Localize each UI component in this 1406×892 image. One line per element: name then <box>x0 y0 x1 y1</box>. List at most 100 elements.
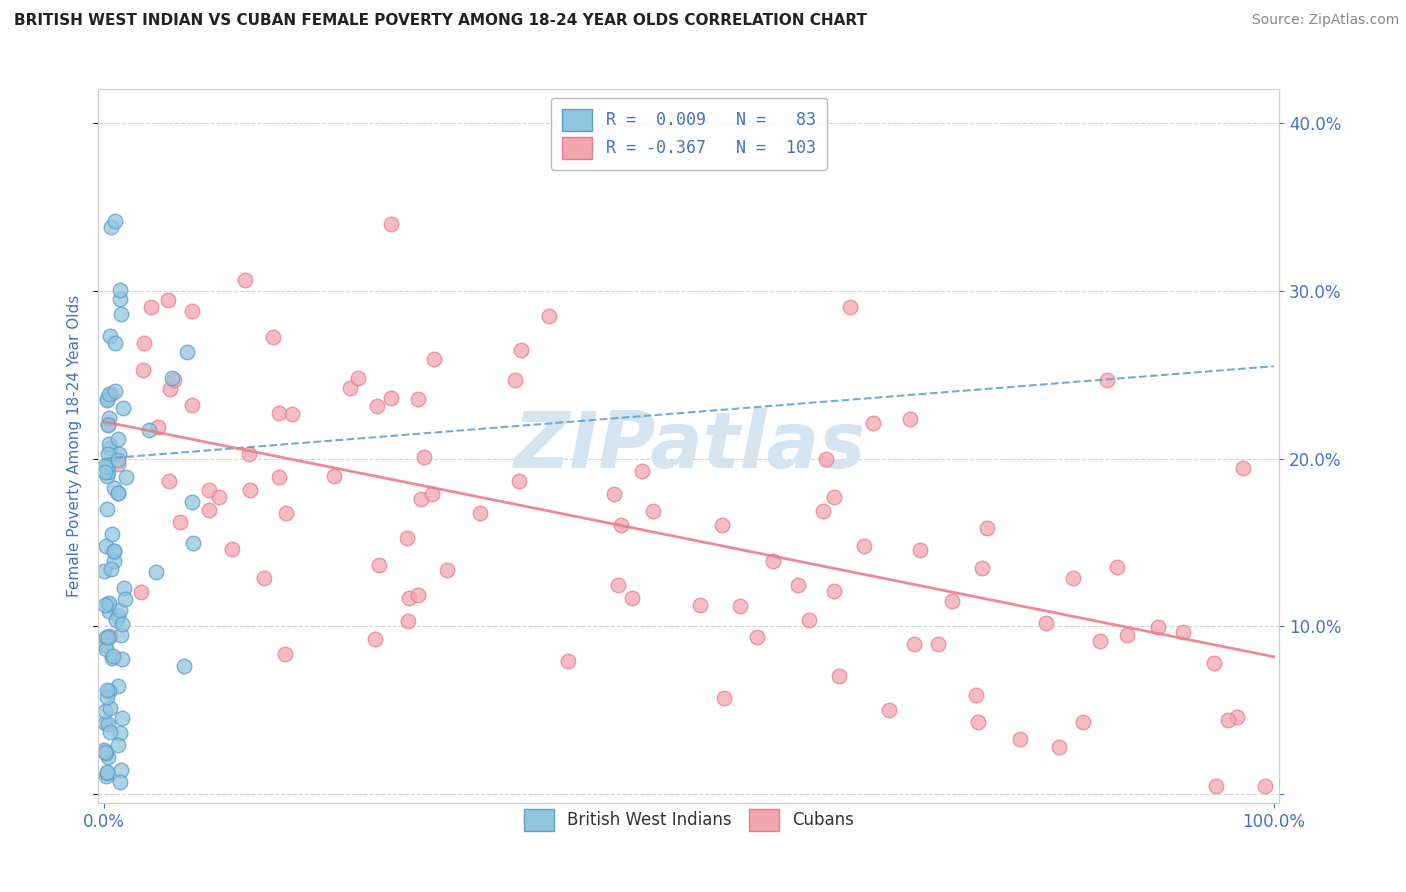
Point <box>509 343 531 358</box>
Point <box>366 399 388 413</box>
Point <box>98 387 121 401</box>
Point <box>156 293 179 307</box>
Point <box>1202 656 1225 670</box>
Point <box>100 700 122 714</box>
Point <box>104 384 127 399</box>
Point <box>181 303 204 318</box>
Point <box>423 352 446 367</box>
Point <box>94 465 117 479</box>
Point <box>146 419 169 434</box>
Point <box>104 213 127 227</box>
Point <box>96 392 118 406</box>
Point <box>94 458 117 473</box>
Point <box>181 536 204 550</box>
Point <box>98 442 121 456</box>
Point <box>107 680 129 694</box>
Point <box>903 637 925 651</box>
Point <box>630 464 652 478</box>
Point <box>537 309 560 323</box>
Text: BRITISH WEST INDIAN VS CUBAN FEMALE POVERTY AMONG 18-24 YEAR OLDS CORRELATION CH: BRITISH WEST INDIAN VS CUBAN FEMALE POVE… <box>14 13 868 29</box>
Point <box>273 647 295 661</box>
Point <box>1062 570 1084 584</box>
Point <box>1116 628 1139 642</box>
Point <box>93 638 115 652</box>
Point <box>436 563 458 577</box>
Legend: British West Indians, Cubans: British West Indians, Cubans <box>517 803 860 838</box>
Point <box>828 669 851 683</box>
Point <box>107 486 129 500</box>
Point <box>93 564 115 578</box>
Y-axis label: Female Poverty Among 18-24 Year Olds: Female Poverty Among 18-24 Year Olds <box>67 295 83 597</box>
Point <box>110 628 132 642</box>
Point <box>97 417 120 432</box>
Point <box>96 468 118 483</box>
Point <box>1254 779 1277 793</box>
Point <box>96 502 118 516</box>
Point <box>1173 624 1195 639</box>
Point <box>730 599 752 613</box>
Point <box>96 683 118 698</box>
Point <box>104 336 127 351</box>
Point <box>100 562 122 576</box>
Point <box>877 703 900 717</box>
Point <box>339 380 361 394</box>
Point <box>1147 620 1170 634</box>
Point <box>110 763 132 777</box>
Point <box>814 451 837 466</box>
Point <box>1205 779 1227 793</box>
Point <box>762 554 785 568</box>
Point <box>898 412 921 426</box>
Point <box>110 307 132 321</box>
Point <box>107 738 129 752</box>
Point <box>181 398 204 412</box>
Point <box>97 465 120 479</box>
Point <box>97 717 120 731</box>
Point <box>96 766 118 780</box>
Point <box>110 603 132 617</box>
Point <box>100 629 122 643</box>
Point <box>620 591 643 605</box>
Point <box>100 651 122 665</box>
Point <box>107 453 129 467</box>
Point <box>94 745 117 759</box>
Point <box>941 594 963 608</box>
Point <box>93 743 115 757</box>
Point <box>787 578 810 592</box>
Point <box>745 630 768 644</box>
Point <box>112 401 135 415</box>
Point <box>97 750 120 764</box>
Point <box>908 542 931 557</box>
Point <box>411 492 433 507</box>
Point <box>114 469 136 483</box>
Point <box>103 554 125 568</box>
Point <box>607 578 630 592</box>
Point <box>396 614 419 628</box>
Point <box>169 515 191 529</box>
Point <box>1008 731 1031 746</box>
Point <box>97 417 120 431</box>
Point <box>967 714 990 729</box>
Point <box>823 583 845 598</box>
Point <box>267 470 290 484</box>
Point <box>380 391 402 405</box>
Point <box>104 613 127 627</box>
Point <box>129 585 152 599</box>
Point <box>108 283 131 297</box>
Point <box>346 371 368 385</box>
Point <box>508 474 530 488</box>
Point <box>1047 739 1070 754</box>
Point <box>239 483 262 497</box>
Point <box>107 608 129 623</box>
Point <box>710 518 733 533</box>
Point <box>98 683 121 698</box>
Point <box>98 410 121 425</box>
Point <box>97 447 120 461</box>
Point <box>98 436 121 450</box>
Point <box>96 690 118 704</box>
Point <box>103 544 125 558</box>
Point <box>93 704 115 718</box>
Point <box>797 613 820 627</box>
Point <box>114 592 136 607</box>
Point <box>927 637 949 651</box>
Point <box>97 598 120 612</box>
